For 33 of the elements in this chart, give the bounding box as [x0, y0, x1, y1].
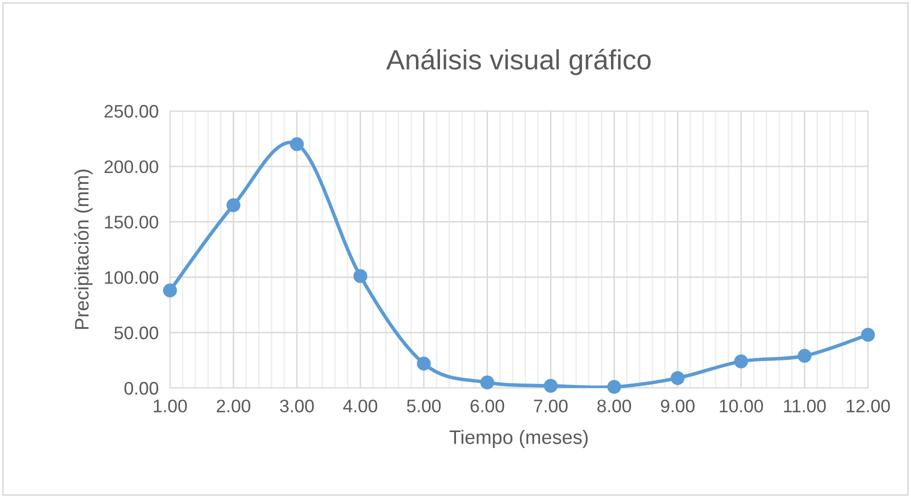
- point: [607, 380, 622, 394]
- x-tick-label: 6.00: [470, 400, 504, 412]
- point: [226, 198, 240, 212]
- x-tick-label: 10.00: [720, 400, 763, 412]
- x-tick-label: 12.00: [846, 400, 890, 412]
- point: [798, 348, 812, 363]
- point: [670, 371, 685, 385]
- x-tick-label: 5.00: [406, 400, 441, 412]
- chart-title: Análisis visual gráfico: [386, 48, 651, 76]
- x-tick-label: 9.00: [660, 400, 694, 412]
- point: [353, 269, 368, 284]
- y-tick-label: 50.00: [114, 326, 158, 340]
- x-tick-label: 11.00: [784, 400, 826, 412]
- point: [861, 328, 875, 342]
- point: [734, 354, 748, 368]
- point: [290, 137, 304, 152]
- y-tick-label: 100.00: [105, 271, 158, 284]
- x-tick-label: 4.00: [343, 400, 378, 412]
- x-tick-label: 1.00: [154, 400, 187, 412]
- point: [163, 284, 177, 298]
- x-tick-label: 2.00: [216, 400, 250, 412]
- y-tick-label: 150.00: [105, 216, 158, 229]
- point: [544, 378, 558, 393]
- y-tick-label: 250.00: [104, 104, 158, 118]
- x-tick-label: 7.00: [534, 400, 568, 412]
- point: [416, 356, 431, 371]
- y-tick-label: 200.00: [104, 160, 158, 174]
- y-tick-label: 0.00: [124, 382, 158, 395]
- point: [480, 376, 494, 390]
- y-axis-title: Precipitación (mm): [74, 170, 93, 329]
- x-tick-label: 8.00: [597, 400, 632, 412]
- x-tick-label: 3.00: [280, 400, 314, 412]
- x-axis-title: Tiempo (meses): [450, 430, 588, 448]
